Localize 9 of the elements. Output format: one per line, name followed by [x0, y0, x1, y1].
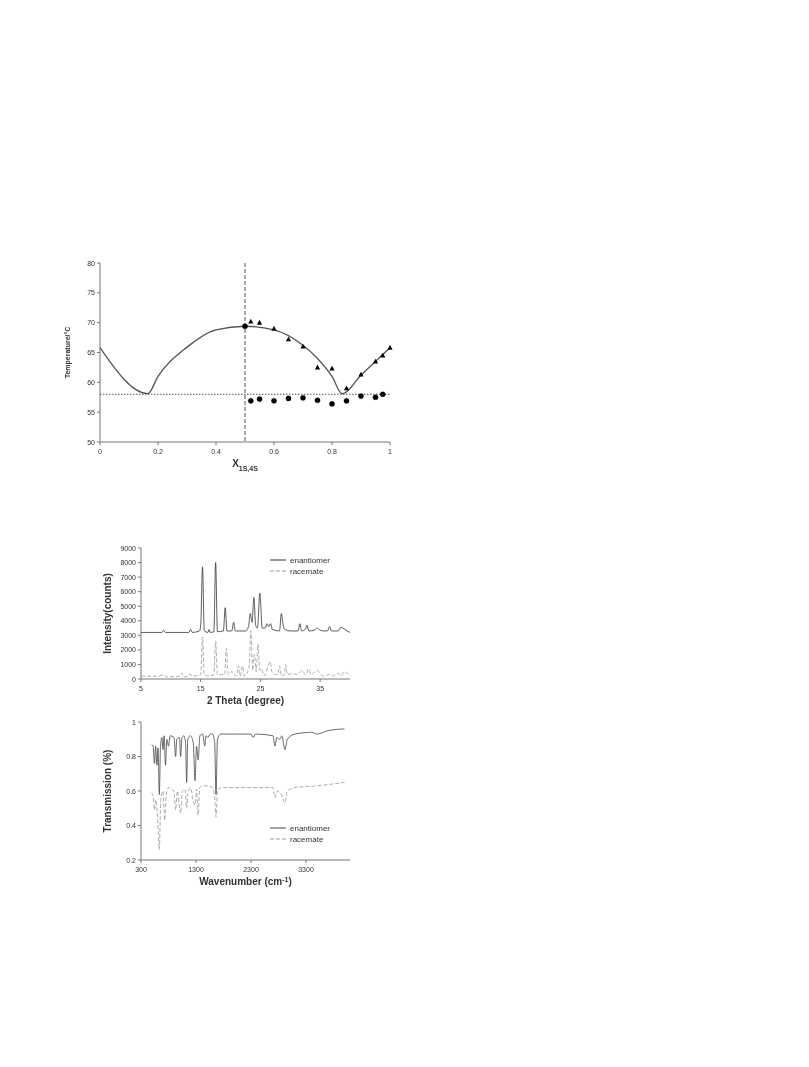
y-axis-title: Intensity(counts): [102, 573, 113, 654]
legend-label: racemate: [290, 567, 324, 576]
legend-label: racemate: [290, 835, 324, 844]
x-axis-title: 2 Theta (degree): [206, 695, 285, 706]
y-axis-title: Transmission (%): [102, 749, 113, 833]
legend-label: enantiomer: [290, 824, 331, 833]
legend-label: enantiomer: [290, 556, 331, 565]
x-axis-title: Wavenumber (cm$^{-1}$): [199, 875, 292, 887]
x-axis-title: X$_{1S,4S}$: [232, 458, 259, 473]
